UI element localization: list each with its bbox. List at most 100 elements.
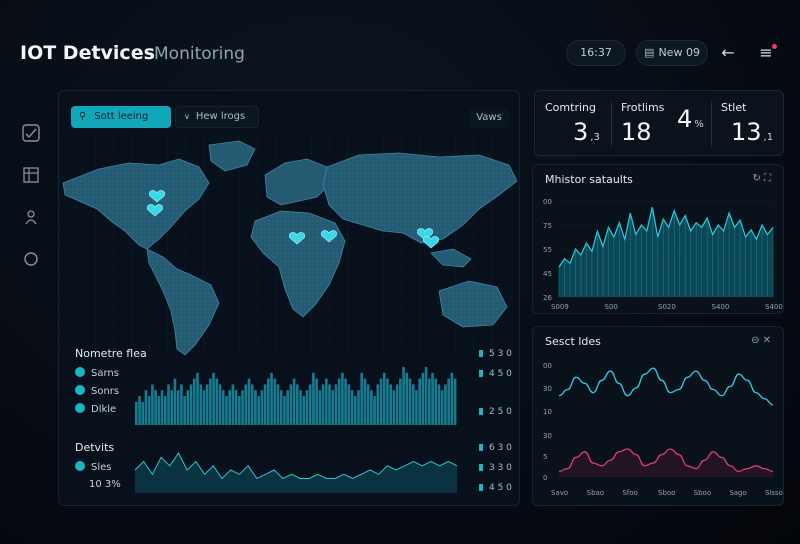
tick-label: Sisso <box>765 489 783 497</box>
legend-dot <box>75 403 85 413</box>
bar <box>209 378 212 425</box>
bar <box>257 396 260 425</box>
bar <box>167 384 170 425</box>
bar <box>415 390 418 425</box>
bar <box>279 390 283 425</box>
bar <box>431 372 434 425</box>
filter-button[interactable]: ∨ Hew lrogs <box>175 106 259 128</box>
app-subtitle: Monitoring <box>154 44 245 64</box>
bar <box>405 372 409 425</box>
bar <box>225 396 228 425</box>
bar <box>176 390 180 425</box>
section-item[interactable]: Sles <box>75 461 112 473</box>
tick-label: 5 <box>543 453 547 461</box>
chart-title: Mhistor sataults <box>545 173 633 186</box>
axis-value: 5 3 0 <box>489 349 512 359</box>
stat-value: 4% <box>677 105 704 133</box>
bar <box>360 372 364 425</box>
axis-tick <box>479 484 483 491</box>
legend-item[interactable]: Dlkle <box>75 403 116 417</box>
bar <box>296 384 299 425</box>
stat-item: Frotlims 18 <box>621 101 664 146</box>
bar <box>308 384 312 425</box>
legend-dot <box>75 367 85 377</box>
continent-greenland <box>208 140 256 172</box>
marker-japan[interactable] <box>423 236 439 249</box>
stat-unit: % <box>694 119 704 130</box>
bar <box>331 390 335 425</box>
bar <box>424 367 428 425</box>
bar <box>186 390 190 425</box>
bar <box>196 372 199 425</box>
marker-north-america-east[interactable] <box>149 190 165 203</box>
bar <box>376 384 380 425</box>
axis-label: 2 5 0 <box>479 407 512 417</box>
app-title: IOT Detvices <box>20 42 155 64</box>
legend-label: Dlkle <box>91 404 117 415</box>
bar <box>315 378 318 425</box>
stats-card: Comtring 3,3 Frotlims 18 4% Stlet 13,1 <box>534 90 784 156</box>
search-button[interactable]: ⚲ Sott leeing <box>71 106 171 128</box>
axis-tick <box>479 350 483 357</box>
bar <box>163 396 167 425</box>
axis-label: 3 3 0 <box>479 463 512 473</box>
legend-item[interactable]: Sonrs <box>75 385 119 399</box>
bar <box>157 396 161 425</box>
tick-label: S400 <box>765 303 783 311</box>
tick-label: Sfoo <box>622 489 637 497</box>
tick-label: 45 <box>543 270 552 278</box>
axis-tick <box>479 408 483 415</box>
bar <box>411 384 415 425</box>
bar <box>263 384 267 425</box>
bar <box>370 390 373 425</box>
bar <box>341 372 344 425</box>
hamburger-menu-icon[interactable]: ≡ <box>759 43 773 62</box>
marker-north-america-great-lakes[interactable] <box>147 204 163 217</box>
notification-dot <box>772 44 777 49</box>
grid-icon[interactable] <box>20 166 42 188</box>
bar <box>231 384 235 425</box>
bar <box>199 384 203 425</box>
bar <box>267 378 270 425</box>
legend-item[interactable]: Sarns <box>75 367 119 381</box>
arrow-left-icon[interactable]: ← <box>721 43 735 62</box>
stat-unit: ,1 <box>763 132 774 143</box>
bar <box>453 378 457 425</box>
stat-item: 4% <box>677 101 704 133</box>
bar <box>444 384 447 425</box>
bar <box>305 390 309 425</box>
marker-saudi-arabia[interactable] <box>321 230 337 243</box>
stat-value: 3,3 <box>573 118 600 146</box>
tick-label: 30 <box>543 432 552 440</box>
legend-dot <box>75 461 85 471</box>
view-button[interactable]: Vaws <box>469 108 509 128</box>
stat-item: Comtring 3,3 <box>545 101 600 146</box>
chart-actions[interactable]: ⊖ ✕ <box>751 335 771 346</box>
marker-egypt[interactable] <box>289 232 305 245</box>
bar <box>250 384 254 425</box>
bar <box>392 390 396 425</box>
bar <box>180 384 183 425</box>
axis-label: 6 3 0 <box>479 443 512 453</box>
world-map[interactable] <box>59 135 520 355</box>
sidebar <box>14 96 52 506</box>
time-pill[interactable]: 16:37 <box>566 40 626 66</box>
tick-label: Sbao <box>587 489 604 497</box>
bar <box>270 372 273 425</box>
bar <box>421 372 425 425</box>
circle-icon[interactable] <box>20 250 42 272</box>
stat-number: 13 <box>731 118 762 146</box>
bar <box>189 384 193 425</box>
date-pill[interactable]: ▤ New 09 <box>636 40 708 66</box>
axis-value: 6 3 0 <box>489 443 512 453</box>
device-icon[interactable] <box>20 208 42 230</box>
chart-icon[interactable] <box>20 124 42 146</box>
bar <box>286 390 289 425</box>
chart-actions[interactable]: ↻ ⛶ <box>752 173 771 184</box>
bar <box>418 378 421 425</box>
area-fill <box>135 453 457 493</box>
bar <box>450 372 454 425</box>
tick-label: 10 <box>543 408 552 416</box>
axis-value: 4 5 0 <box>489 483 512 493</box>
